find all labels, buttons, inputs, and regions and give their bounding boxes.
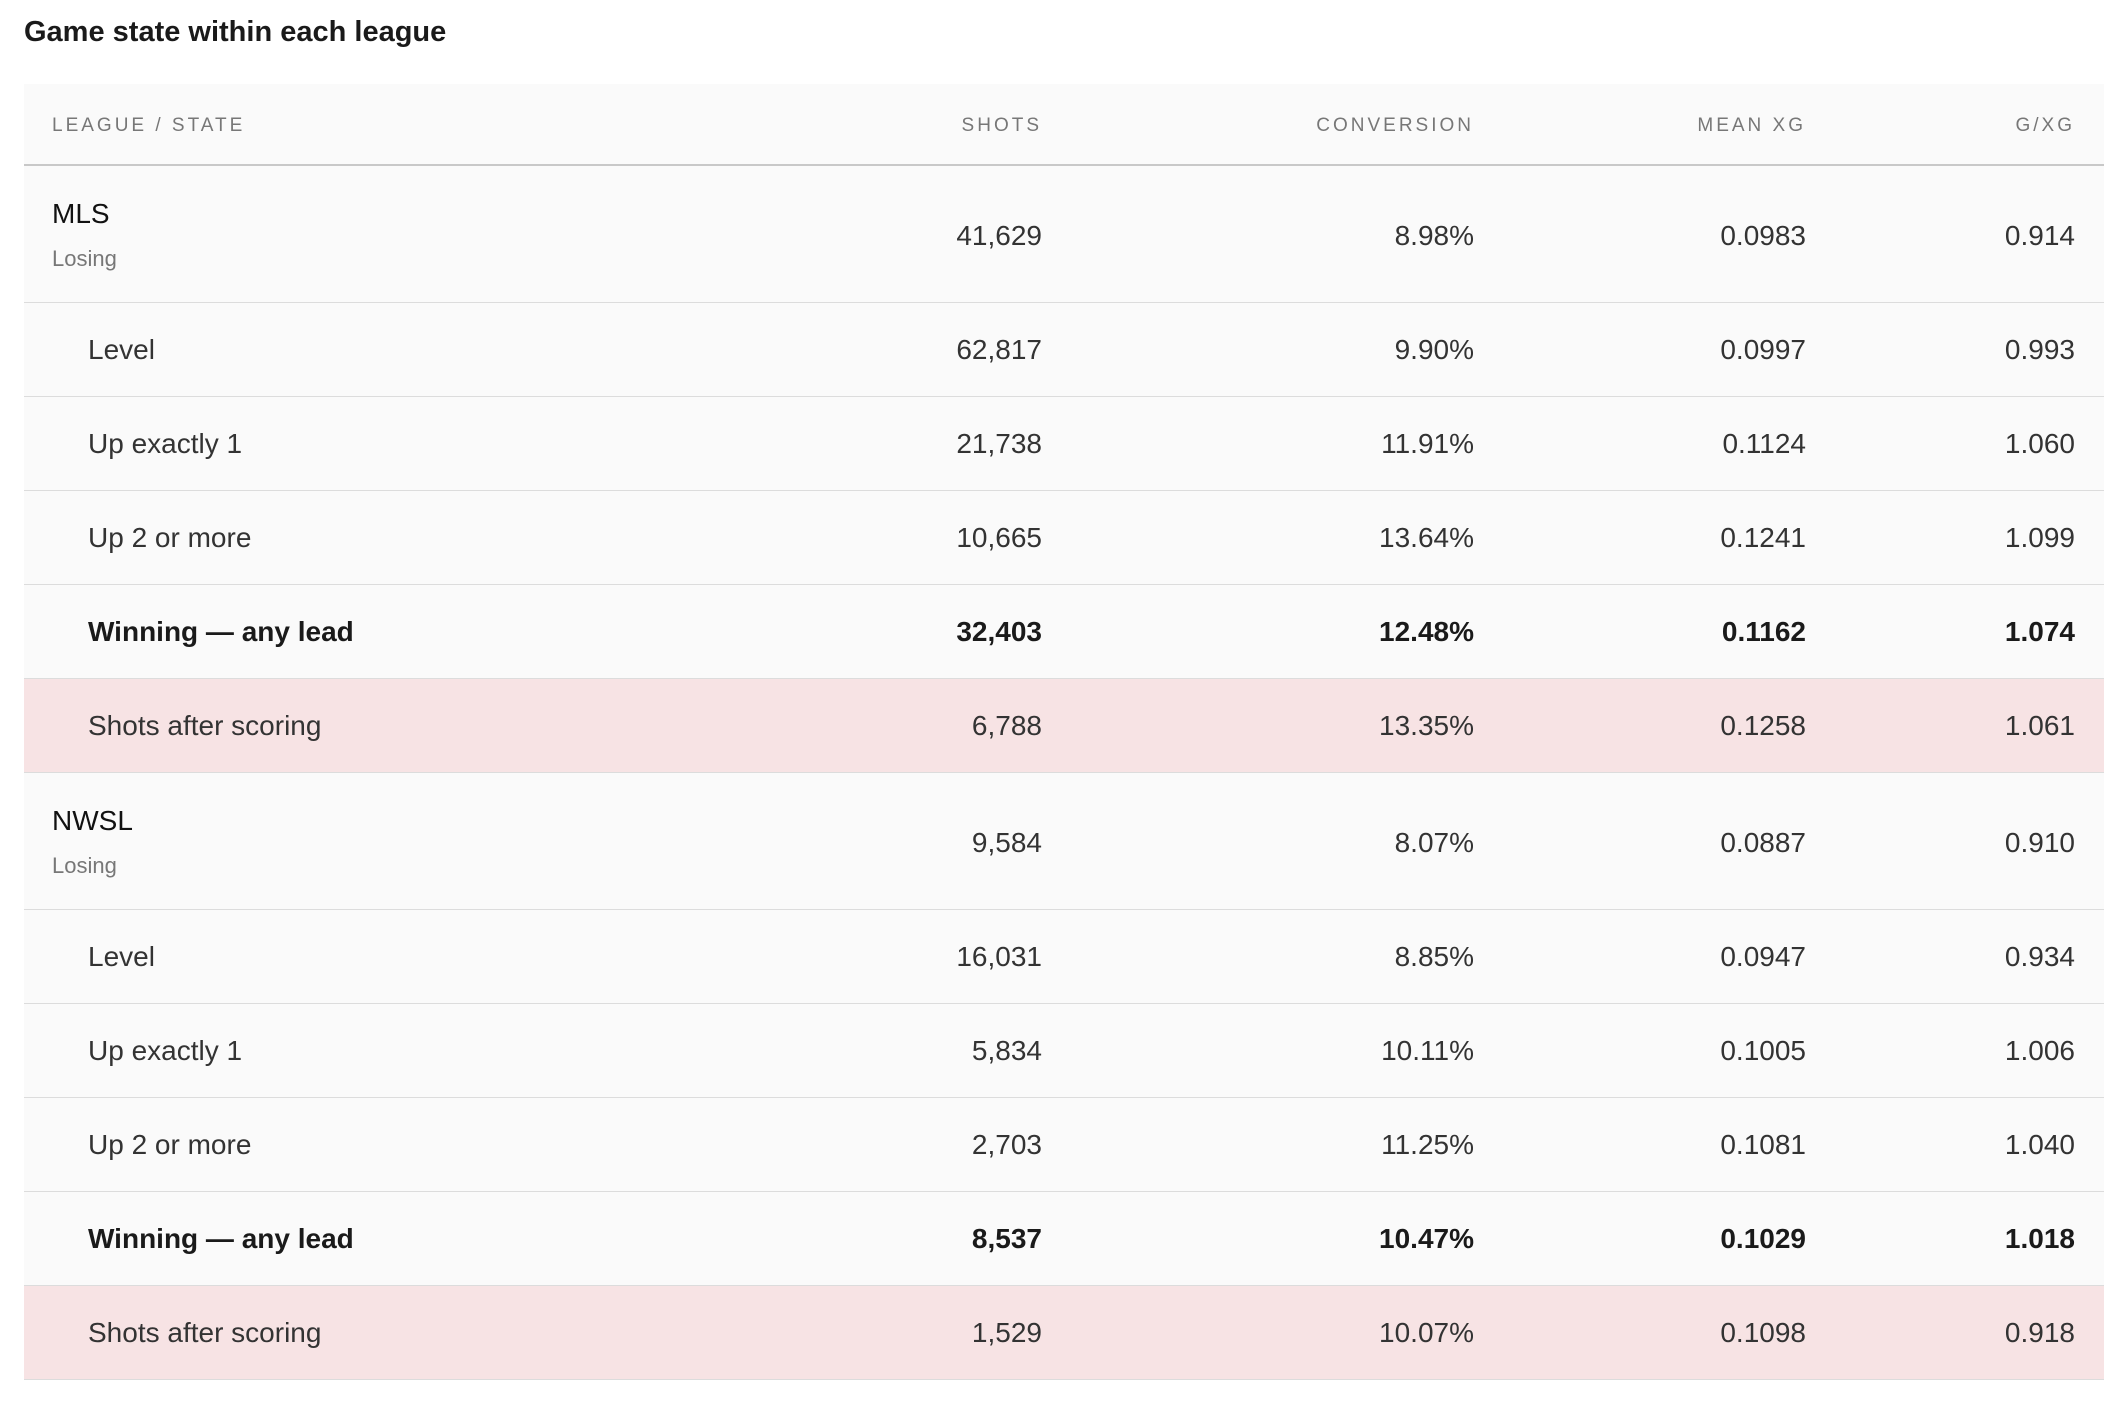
table-cell: 1,529 bbox=[971, 1317, 1042, 1348]
table-row: Up exactly 1 5,834 10.11% 0.1005 1.006 bbox=[24, 1004, 2104, 1098]
table-cell: 0.1258 bbox=[1720, 710, 1806, 741]
table-cell: 13.64% bbox=[1379, 522, 1474, 553]
table-cell: 2,703 bbox=[971, 1129, 1042, 1160]
table-row: Winning — any lead 32,403 12.48% 0.1162 1.07… bbox=[24, 585, 2104, 679]
table-cell: 0.0887 bbox=[1720, 827, 1806, 858]
column-header: MEAN XG bbox=[1697, 115, 1806, 136]
table-cell: 11.91% bbox=[1381, 428, 1474, 459]
table: LEAGUE / STATE SHOTS CONVERSION MEAN XG G/XG… bbox=[24, 84, 2104, 1380]
table-cell: 0.934 bbox=[2004, 941, 2075, 972]
state-label: Up 2 or more bbox=[88, 1129, 252, 1160]
table-cell: 8.85% bbox=[1394, 941, 1474, 972]
table-cell: 10.07% bbox=[1379, 1317, 1474, 1348]
table-cell: 1.040 bbox=[2004, 1129, 2075, 1160]
table-cell: 1.018 bbox=[2004, 1223, 2075, 1254]
table-cell: 0.993 bbox=[2004, 334, 2075, 365]
table-cell: 9,584 bbox=[971, 827, 1042, 858]
table-row: Up 2 or more 2,703 11.25% 0.1081 1.040 bbox=[24, 1098, 2104, 1192]
table-cell: 8,537 bbox=[971, 1223, 1042, 1254]
table-row: Up exactly 1 21,738 11.91% 0.1124 1.060 bbox=[24, 397, 2104, 491]
table-cell: 0.1124 bbox=[1722, 428, 1806, 459]
table-cell: 0.1029 bbox=[1720, 1223, 1806, 1254]
table-cell: 32,403 bbox=[956, 616, 1042, 647]
column-header: G/XG bbox=[2015, 115, 2075, 136]
table-cell: 10,665 bbox=[956, 522, 1042, 553]
table-row: Level 62,817 9.90% 0.0997 0.993 bbox=[24, 303, 2104, 397]
table-cell: 62,817 bbox=[956, 334, 1042, 365]
table-cell: 1.074 bbox=[2004, 616, 2075, 647]
table-row: NWSL Losing 9,584 8.07% 0.0887 0.910 bbox=[24, 773, 2104, 910]
state-label: Shots after scoring bbox=[88, 1317, 322, 1348]
table-cell: 12.48% bbox=[1379, 616, 1474, 647]
league-name: NWSL bbox=[52, 805, 133, 836]
state-label: Up exactly 1 bbox=[88, 1035, 243, 1066]
table-cell: 6,788 bbox=[971, 710, 1042, 741]
state-label: Level bbox=[88, 941, 155, 972]
state-label: Level bbox=[88, 334, 155, 365]
state-label: Up exactly 1 bbox=[88, 428, 243, 459]
table-cell: 8.98% bbox=[1394, 220, 1474, 251]
table-cell: 41,629 bbox=[956, 220, 1042, 251]
table-cell: 13.35% bbox=[1379, 710, 1474, 741]
table-row: Winning — any lead 8,537 10.47% 0.1029 1.018 bbox=[24, 1192, 2104, 1286]
table-cell: 0.0997 bbox=[1720, 334, 1806, 365]
table-cell: 16,031 bbox=[956, 941, 1042, 972]
table-cell: 0.0947 bbox=[1720, 941, 1806, 972]
state-label: Winning — any lead bbox=[88, 616, 354, 647]
state-label: Losing bbox=[52, 853, 117, 878]
table-cell: 5,834 bbox=[971, 1035, 1042, 1066]
table-cell: 0.1005 bbox=[1720, 1035, 1806, 1066]
table-cell: 10.47% bbox=[1379, 1223, 1474, 1254]
table-cell: 0.1162 bbox=[1721, 616, 1806, 647]
table-cell: 1.060 bbox=[2004, 428, 2075, 459]
table-cell: 1.061 bbox=[2004, 710, 2075, 741]
table-row: Up 2 or more 10,665 13.64% 0.1241 1.099 bbox=[24, 491, 2104, 585]
table-cell: 11.25% bbox=[1381, 1129, 1474, 1160]
table-cell: 0.910 bbox=[2004, 827, 2075, 858]
table-cell: 0.914 bbox=[2004, 220, 2075, 251]
column-header: LEAGUE / STATE bbox=[52, 115, 246, 136]
column-header: CONVERSION bbox=[1316, 115, 1474, 136]
table-cell: 0.1081 bbox=[1720, 1129, 1806, 1160]
table-row: Shots after scoring 6,788 13.35% 0.1258 1.06… bbox=[24, 679, 2104, 773]
league-name: MLS bbox=[52, 198, 110, 229]
state-label: Up 2 or more bbox=[88, 522, 252, 553]
state-label: Losing bbox=[52, 246, 117, 271]
table-cell: 1.006 bbox=[2004, 1035, 2075, 1066]
table-cell: 9.90% bbox=[1394, 334, 1474, 365]
table-cell: 0.918 bbox=[2004, 1317, 2075, 1348]
title: Game state within each league bbox=[24, 16, 447, 48]
table-cell: 0.0983 bbox=[1720, 220, 1806, 251]
table-cell: 0.1098 bbox=[1720, 1317, 1806, 1348]
state-label: Shots after scoring bbox=[88, 710, 322, 741]
table-row: MLS Losing 41,629 8.98% 0.0983 0.914 bbox=[24, 166, 2104, 303]
table-cell: 1.099 bbox=[2004, 522, 2075, 553]
table-cell: 0.1241 bbox=[1720, 522, 1806, 553]
table-row: Shots after scoring 1,529 10.07% 0.1098 0.91… bbox=[24, 1286, 2104, 1380]
table-cell: 21,738 bbox=[956, 428, 1042, 459]
table-row: Level 16,031 8.85% 0.0947 0.934 bbox=[24, 910, 2104, 1004]
header-row: LEAGUE / STATE SHOTS CONVERSION MEAN XG G/XG bbox=[24, 84, 2104, 166]
table-cell: 8.07% bbox=[1394, 827, 1474, 858]
column-header: SHOTS bbox=[961, 115, 1042, 136]
table-cell: 10.11% bbox=[1381, 1035, 1474, 1066]
state-label: Winning — any lead bbox=[88, 1223, 354, 1254]
